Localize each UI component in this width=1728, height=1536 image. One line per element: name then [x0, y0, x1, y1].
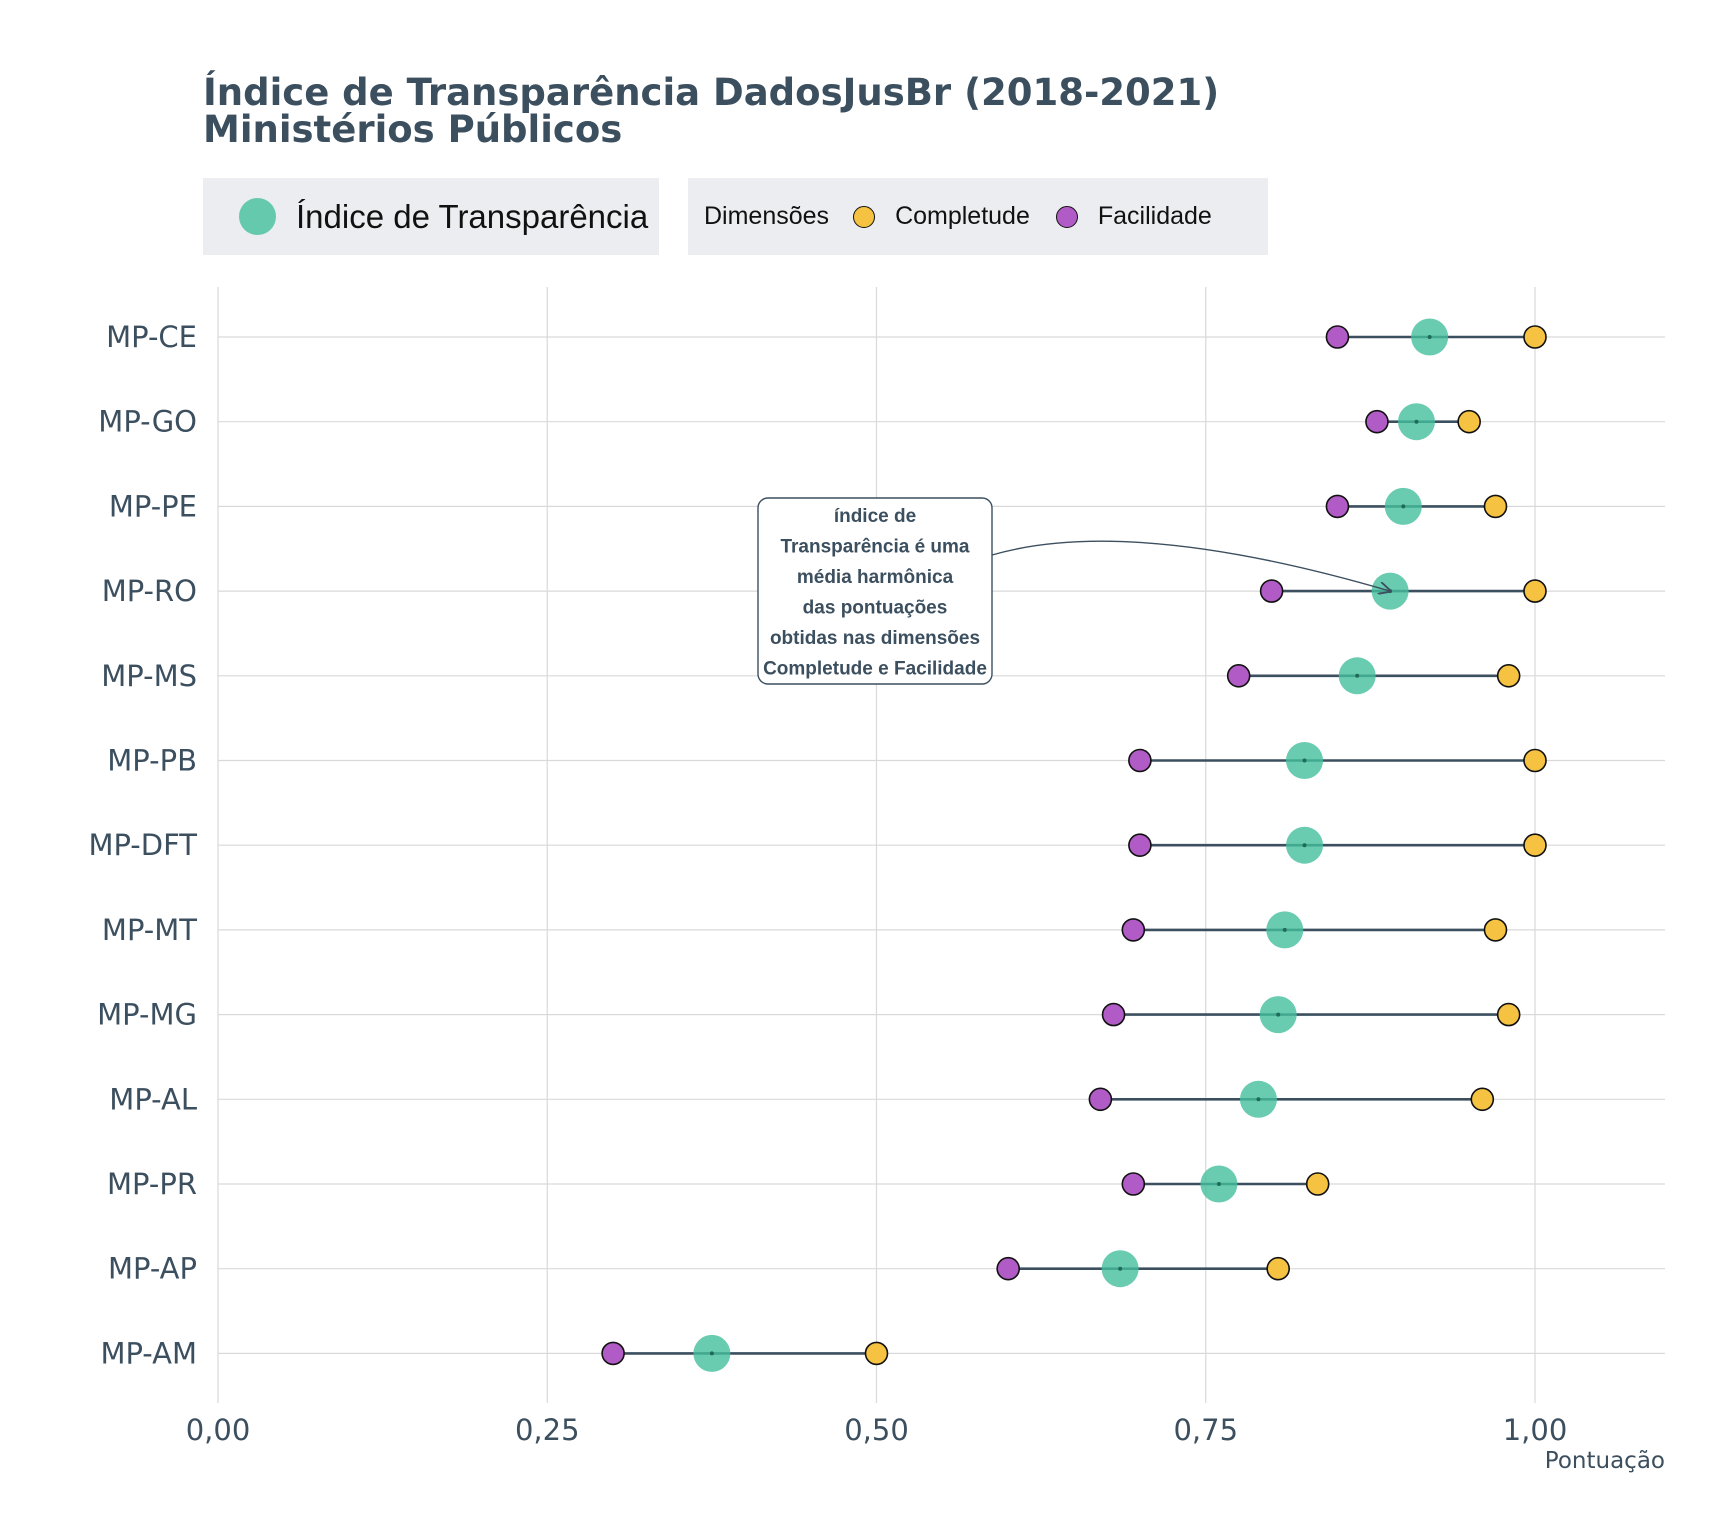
- legend-dimensions: Dimensões Completude Facilidade: [688, 178, 1268, 255]
- point-completude: [1523, 325, 1547, 349]
- chart-title: Índice de Transparência DadosJusBr (2018…: [203, 71, 1220, 114]
- point-facilidade: [1365, 409, 1389, 434]
- legend-facilidade-swatch: [1055, 205, 1078, 228]
- legend-index-swatch: [239, 198, 276, 235]
- legend-facilidade-label: Facilidade: [1097, 202, 1212, 230]
- point-completude: [1483, 494, 1508, 519]
- point-completude: [1523, 579, 1547, 603]
- y-tick-label: MP-AM: [100, 1336, 197, 1370]
- point-indice-center: [1414, 419, 1419, 424]
- point-facilidade: [1226, 663, 1251, 688]
- y-tick-label: MP-PB: [107, 744, 197, 778]
- x-tick-label: 0,00: [186, 1413, 251, 1447]
- point-facilidade: [601, 1341, 625, 1366]
- y-tick-label: MP-AP: [108, 1252, 197, 1286]
- points: [601, 318, 1547, 1372]
- y-tick-label: MP-DFT: [88, 828, 197, 862]
- point-completude: [864, 1341, 889, 1366]
- point-facilidade: [1128, 833, 1152, 858]
- legend-completude-swatch: [853, 205, 876, 228]
- point-completude: [1305, 1172, 1330, 1196]
- point-facilidade: [1101, 1002, 1126, 1027]
- y-tick-label: MP-PR: [107, 1167, 197, 1201]
- y-tick-label: MP-MS: [101, 659, 197, 693]
- y-tick-label: MP-CE: [106, 320, 197, 354]
- x-axis-labels: 0,00 0,25 0,50 0,75 1,00: [186, 1413, 1568, 1447]
- y-tick-label: MP-AL: [109, 1082, 197, 1116]
- annotation: índice de Transparência é uma média harmôn…: [757, 497, 1390, 685]
- annotation-line: Completude e Facilidade: [763, 659, 987, 680]
- annotation-line: índice de: [834, 506, 916, 527]
- point-indice-center: [1302, 758, 1307, 763]
- point-completude: [1523, 833, 1547, 858]
- legend-dimensions-title: Dimensões: [704, 202, 830, 230]
- point-facilidade: [1325, 325, 1350, 349]
- point-indice-center: [1216, 1182, 1221, 1186]
- y-tick-label: MP-PE: [109, 489, 197, 523]
- legend-index-label: Índice de Transparência: [296, 197, 649, 235]
- y-tick-label: MP-MT: [102, 913, 197, 947]
- point-completude: [1496, 663, 1521, 688]
- point-completude: [1483, 918, 1508, 942]
- x-tick-label: 1,00: [1503, 1413, 1568, 1447]
- point-facilidade: [1259, 579, 1284, 603]
- annotation-line: média harmônica: [797, 567, 954, 588]
- annotation-line: das pontuações: [803, 598, 948, 619]
- point-facilidade: [1121, 1172, 1146, 1196]
- legend-completude-label: Completude: [895, 202, 1030, 230]
- point-facilidade: [1128, 748, 1152, 773]
- point-indice-center: [1401, 504, 1406, 509]
- legend-index: Índice de Transparência: [203, 178, 659, 255]
- point-indice-center: [1118, 1266, 1123, 1271]
- point-completude: [1457, 409, 1481, 434]
- point-indice-center: [1276, 1012, 1281, 1017]
- chart-subtitle: Ministérios Públicos: [203, 108, 623, 151]
- x-tick-label: 0,25: [515, 1413, 580, 1447]
- annotation-arrow: [991, 540, 1390, 591]
- annotation-line: Transparência é uma: [780, 537, 969, 558]
- point-completude: [1470, 1087, 1495, 1112]
- chart-title-block: Índice de Transparência DadosJusBr (2018…: [203, 74, 1219, 148]
- annotation-box: [757, 497, 993, 685]
- point-indice-center: [1256, 1097, 1261, 1102]
- point-completude: [1496, 1002, 1521, 1027]
- y-axis-labels: MP-CE MP-GO MP-PE MP-RO MP-MS MP-PB MP-DFT MP-M…: [88, 320, 197, 1370]
- point-indice-center: [1427, 335, 1432, 339]
- point-indice-center: [709, 1351, 714, 1356]
- y-tick-label: MP-MG: [97, 998, 197, 1032]
- point-completude: [1266, 1256, 1290, 1281]
- point-facilidade: [1121, 918, 1146, 942]
- point-indice-center: [1302, 843, 1307, 848]
- segments: [613, 335, 1535, 1355]
- x-tick-label: 0,75: [1173, 1413, 1238, 1447]
- x-axis-title: Pontuação: [1545, 1448, 1665, 1474]
- annotation-line: obtidas nas dimensões: [770, 628, 980, 649]
- point-indice-center: [1282, 927, 1287, 932]
- point-facilidade: [996, 1256, 1021, 1281]
- point-facilidade: [1088, 1087, 1113, 1112]
- y-tick-label: MP-RO: [102, 574, 197, 608]
- x-tick-label: 0,50: [844, 1413, 909, 1447]
- y-tick-label: MP-GO: [98, 405, 197, 439]
- point-indice-center: [1355, 673, 1360, 678]
- point-facilidade: [1325, 494, 1350, 519]
- point-completude: [1523, 748, 1547, 773]
